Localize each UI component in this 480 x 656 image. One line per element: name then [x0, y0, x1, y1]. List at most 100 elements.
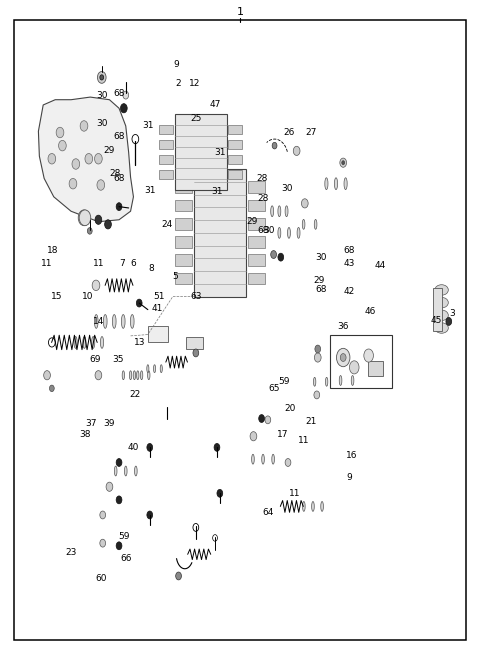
Ellipse shape — [302, 219, 305, 229]
Circle shape — [285, 459, 291, 466]
Text: 38: 38 — [80, 430, 91, 439]
Ellipse shape — [297, 228, 300, 238]
Circle shape — [116, 203, 122, 211]
Bar — [330, 335, 392, 388]
Bar — [148, 326, 168, 342]
Bar — [228, 125, 242, 134]
Circle shape — [265, 416, 271, 424]
Text: 59: 59 — [118, 532, 130, 541]
Ellipse shape — [148, 371, 150, 380]
Circle shape — [95, 154, 102, 164]
Circle shape — [100, 539, 106, 547]
Text: 1: 1 — [237, 7, 243, 17]
Circle shape — [97, 72, 106, 83]
Ellipse shape — [137, 371, 139, 380]
Text: 24: 24 — [161, 220, 173, 229]
Circle shape — [120, 104, 127, 113]
Ellipse shape — [134, 466, 137, 476]
Text: 17: 17 — [277, 430, 289, 439]
Ellipse shape — [252, 455, 254, 464]
Circle shape — [56, 127, 64, 138]
Circle shape — [278, 253, 284, 261]
Ellipse shape — [314, 219, 317, 229]
Circle shape — [364, 349, 373, 362]
Bar — [159, 170, 173, 179]
Ellipse shape — [100, 337, 104, 348]
Text: 30: 30 — [315, 253, 326, 262]
Ellipse shape — [122, 371, 124, 380]
Text: 10: 10 — [82, 292, 93, 301]
Text: 30: 30 — [281, 184, 293, 194]
Text: 63: 63 — [190, 292, 202, 301]
Text: 23: 23 — [65, 548, 77, 557]
Ellipse shape — [271, 206, 274, 216]
Circle shape — [217, 489, 223, 497]
Bar — [175, 255, 192, 266]
Text: 46: 46 — [365, 307, 376, 316]
Circle shape — [193, 349, 199, 357]
Bar — [248, 273, 265, 285]
Circle shape — [95, 215, 102, 224]
Bar — [186, 337, 203, 349]
Text: 28: 28 — [257, 194, 269, 203]
Text: 3: 3 — [449, 309, 455, 318]
Bar — [248, 199, 265, 211]
Circle shape — [100, 511, 106, 519]
Bar — [368, 361, 383, 376]
Text: 41: 41 — [152, 304, 163, 313]
Circle shape — [340, 354, 346, 361]
Bar — [159, 140, 173, 150]
Text: 2: 2 — [176, 79, 181, 89]
Ellipse shape — [114, 466, 117, 476]
Ellipse shape — [147, 365, 149, 373]
Ellipse shape — [321, 501, 324, 512]
Text: 9: 9 — [174, 60, 180, 69]
Ellipse shape — [121, 315, 125, 328]
Ellipse shape — [133, 371, 135, 380]
Circle shape — [342, 161, 345, 165]
Bar — [248, 236, 265, 248]
Ellipse shape — [83, 337, 86, 348]
Text: 30: 30 — [96, 119, 108, 128]
Text: 31: 31 — [214, 148, 226, 157]
Text: 36: 36 — [337, 322, 349, 331]
Ellipse shape — [160, 365, 162, 373]
Circle shape — [116, 459, 122, 466]
Ellipse shape — [74, 337, 77, 348]
Ellipse shape — [435, 323, 448, 333]
Text: 18: 18 — [47, 246, 59, 255]
Text: 28: 28 — [256, 174, 267, 183]
Text: 26: 26 — [283, 128, 295, 137]
Text: 39: 39 — [104, 419, 115, 428]
Circle shape — [214, 443, 220, 451]
Circle shape — [250, 432, 257, 441]
Text: 22: 22 — [130, 390, 141, 400]
Text: 66: 66 — [120, 554, 132, 564]
Text: 68: 68 — [344, 246, 355, 255]
Text: 29: 29 — [104, 146, 115, 155]
Circle shape — [92, 280, 100, 291]
Circle shape — [193, 523, 199, 531]
Ellipse shape — [312, 501, 314, 512]
Ellipse shape — [103, 315, 107, 328]
Ellipse shape — [278, 228, 281, 238]
Circle shape — [48, 338, 55, 347]
Ellipse shape — [302, 501, 305, 512]
Text: 31: 31 — [211, 187, 223, 196]
Ellipse shape — [278, 206, 281, 216]
Ellipse shape — [339, 375, 342, 386]
Circle shape — [301, 199, 308, 208]
Circle shape — [147, 443, 153, 451]
Ellipse shape — [285, 206, 288, 216]
Text: 68: 68 — [113, 89, 125, 98]
Bar — [175, 199, 192, 211]
Text: 64: 64 — [262, 508, 274, 518]
Polygon shape — [38, 97, 133, 222]
Text: 6: 6 — [131, 259, 136, 268]
Ellipse shape — [92, 337, 95, 348]
Text: 13: 13 — [134, 338, 146, 347]
Text: 29: 29 — [313, 276, 325, 285]
Circle shape — [271, 251, 276, 258]
Ellipse shape — [112, 315, 116, 328]
Bar — [175, 236, 192, 248]
